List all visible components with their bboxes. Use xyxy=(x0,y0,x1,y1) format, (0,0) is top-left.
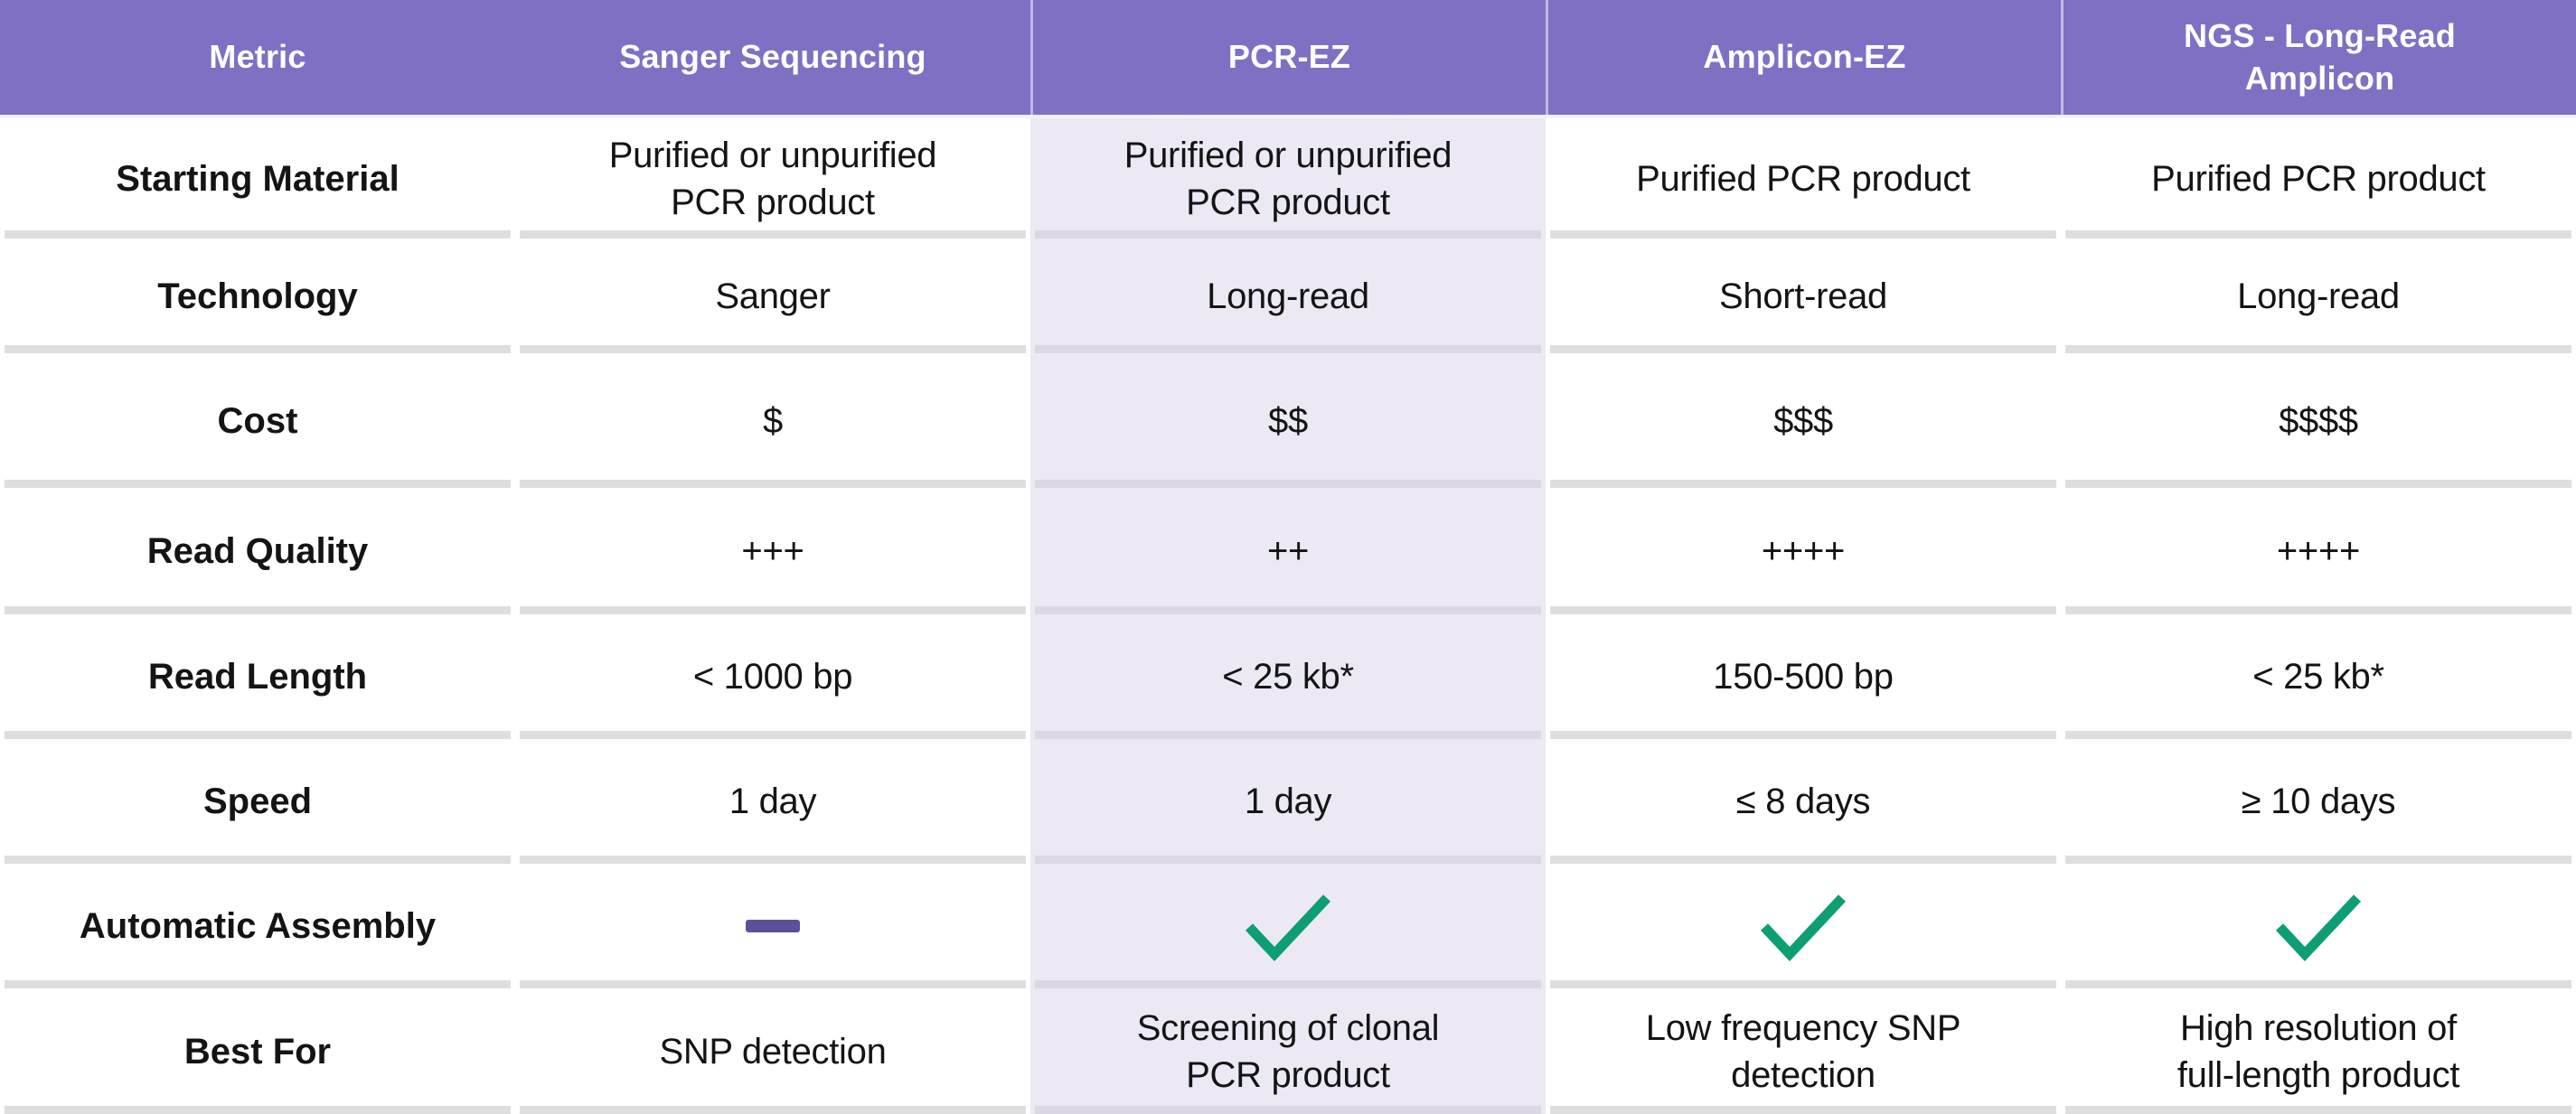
table-cell: Purified or unpurified PCR product xyxy=(515,118,1030,239)
metric-label: Best For xyxy=(0,988,515,1114)
table-cell: Long-read xyxy=(1030,239,1546,353)
metric-label: Read Length xyxy=(0,614,515,739)
table-cell: ++ xyxy=(1030,488,1546,614)
metric-label: Speed xyxy=(0,739,515,864)
table-row-read-length: Read Length < 1000 bp < 25 kb* 150-500 bp < … xyxy=(0,614,2576,739)
table-cell: +++ xyxy=(515,488,1030,614)
dash-icon xyxy=(746,920,800,932)
table-cell: Purified PCR product xyxy=(2061,118,2576,239)
table-cell: Low frequency SNP detection xyxy=(1546,988,2061,1114)
table-cell: < 25 kb* xyxy=(1030,614,1546,739)
metric-label: Read Quality xyxy=(0,488,515,614)
table-row-cost: Cost $ $$ $$$ $$$$ xyxy=(0,353,2576,488)
metric-label: Automatic Assembly xyxy=(0,864,515,988)
table-cell: Long-read xyxy=(2061,239,2576,353)
column-header-pcr-ez: PCR-EZ xyxy=(1030,0,1546,115)
table-cell: < 25 kb* xyxy=(2061,614,2576,739)
table-cell: Short-read xyxy=(1546,239,2061,353)
table-cell xyxy=(515,864,1030,988)
table-cell: Purified PCR product xyxy=(1546,118,2061,239)
table-cell: < 1000 bp xyxy=(515,614,1030,739)
metric-label: Technology xyxy=(0,239,515,353)
table-cell: ≤ 8 days xyxy=(1546,739,2061,864)
column-header-metric: Metric xyxy=(209,38,306,76)
table-row-automatic-assembly: Automatic Assembly xyxy=(0,864,2576,988)
table-cell: $ xyxy=(515,353,1030,488)
table-cell: ++++ xyxy=(1546,488,2061,614)
table-header-row: Metric Sanger Sequencing PCR-EZ Amplicon-EZ… xyxy=(0,0,2576,118)
table-cell: $$$$ xyxy=(2061,353,2576,488)
table-cell: Screening of clonal PCR product xyxy=(1030,988,1546,1114)
table-cell: Purified or unpurified PCR product xyxy=(1030,118,1546,239)
metric-label: Cost xyxy=(0,353,515,488)
table-cell xyxy=(1546,864,2061,988)
column-header-sanger-sequencing: Sanger Sequencing xyxy=(619,38,926,76)
table-cell: 150-500 bp xyxy=(1546,614,2061,739)
table-cell: SNP detection xyxy=(515,988,1030,1114)
table-cell: $$ xyxy=(1030,353,1546,488)
table-cell xyxy=(1030,864,1546,988)
column-header-ngs-long-read-amplicon: NGS - Long-Read Amplicon xyxy=(2061,0,2576,115)
table-cell: ≥ 10 days xyxy=(2061,739,2576,864)
table-cell: $$$ xyxy=(1546,353,2061,488)
table-cell xyxy=(2061,864,2576,988)
table-row-speed: Speed 1 day 1 day ≤ 8 days ≥ 10 days xyxy=(0,739,2576,864)
table-row-best-for: Best For SNP detection Screening of clonal… xyxy=(0,988,2576,1114)
table-row-read-quality: Read Quality +++ ++ ++++ ++++ xyxy=(0,488,2576,614)
table-row-starting-material: Starting Material Purified or unpurified … xyxy=(0,118,2576,239)
check-icon xyxy=(1760,894,1847,962)
table-cell: 1 day xyxy=(1030,739,1546,864)
table-row-technology: Technology Sanger Long-read Short-read Long-… xyxy=(0,239,2576,353)
table-cell: 1 day xyxy=(515,739,1030,864)
column-header-amplicon-ez: Amplicon-EZ xyxy=(1546,0,2061,115)
check-icon xyxy=(2275,894,2362,962)
check-icon xyxy=(1245,894,1331,962)
metric-label: Starting Material xyxy=(0,118,515,239)
table-cell: High resolution of full-length product xyxy=(2061,988,2576,1114)
table-cell: ++++ xyxy=(2061,488,2576,614)
table-cell: Sanger xyxy=(515,239,1030,353)
